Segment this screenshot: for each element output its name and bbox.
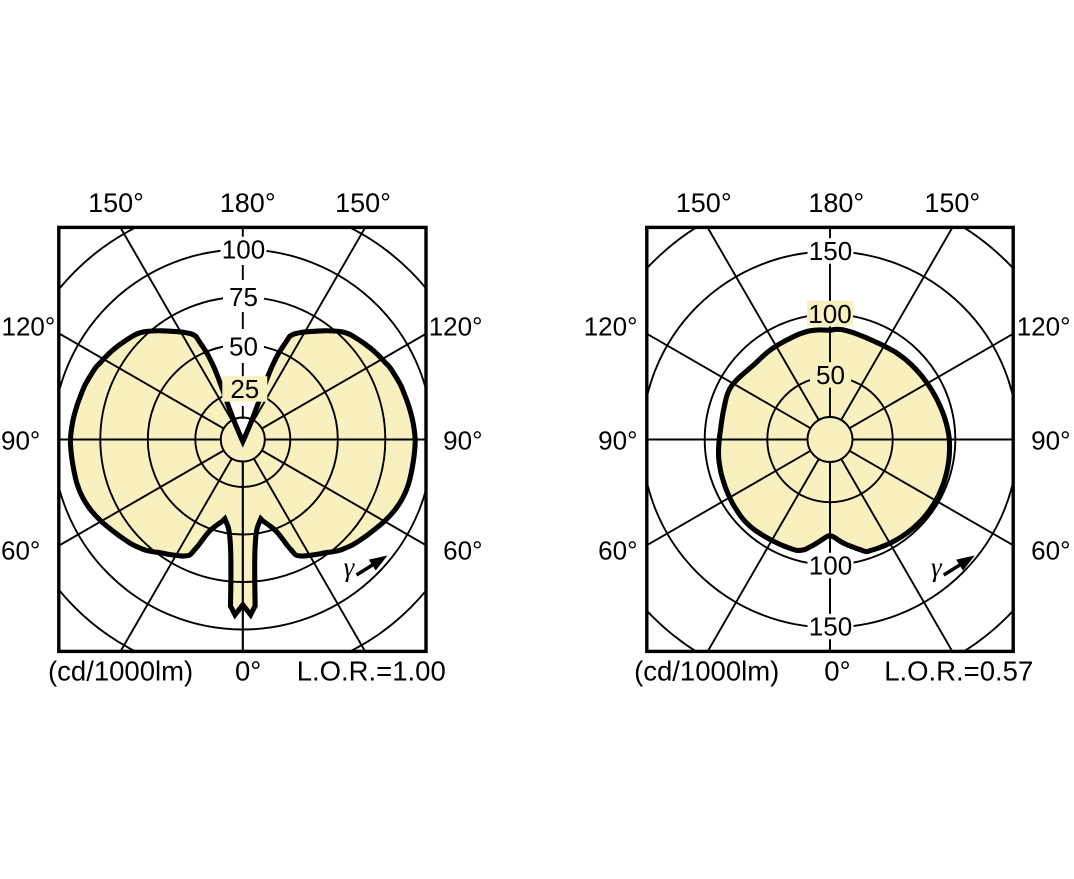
svg-text:60°: 60° (1, 536, 40, 566)
svg-text:100: 100 (222, 235, 265, 265)
svg-text:90°: 90° (598, 426, 637, 456)
svg-text:100: 100 (809, 551, 852, 581)
svg-text:120°: 120° (429, 312, 483, 342)
svg-text:90°: 90° (1, 426, 40, 456)
svg-text:γ: γ (931, 552, 943, 582)
svg-text:60°: 60° (1031, 536, 1070, 566)
svg-text:150: 150 (809, 612, 852, 642)
svg-text:0°: 0° (235, 656, 261, 687)
svg-text:100: 100 (808, 299, 851, 329)
svg-text:L.O.R.=1.00: L.O.R.=1.00 (297, 656, 446, 687)
svg-text:50: 50 (816, 360, 845, 390)
svg-text:150°: 150° (924, 188, 980, 218)
svg-text:0°: 0° (824, 656, 850, 687)
svg-text:90°: 90° (443, 426, 482, 456)
svg-text:60°: 60° (598, 536, 637, 566)
svg-text:90°: 90° (1031, 426, 1070, 456)
svg-text:150°: 150° (88, 188, 144, 218)
svg-text:120°: 120° (2, 312, 56, 342)
svg-text:120°: 120° (1017, 312, 1071, 342)
svg-text:L.O.R.=0.57: L.O.R.=0.57 (884, 656, 1033, 687)
svg-text:60°: 60° (443, 536, 482, 566)
svg-text:(cd/1000lm): (cd/1000lm) (634, 656, 779, 687)
svg-text:50: 50 (229, 332, 258, 362)
svg-text:γ: γ (344, 552, 356, 582)
svg-text:180°: 180° (220, 188, 276, 218)
svg-text:25: 25 (230, 374, 259, 404)
svg-text:75: 75 (229, 282, 258, 312)
svg-text:120°: 120° (584, 312, 638, 342)
svg-text:150°: 150° (676, 188, 732, 218)
svg-text:150: 150 (809, 236, 852, 266)
svg-text:150°: 150° (335, 188, 391, 218)
svg-text:(cd/1000lm): (cd/1000lm) (48, 656, 193, 687)
svg-text:180°: 180° (808, 188, 864, 218)
